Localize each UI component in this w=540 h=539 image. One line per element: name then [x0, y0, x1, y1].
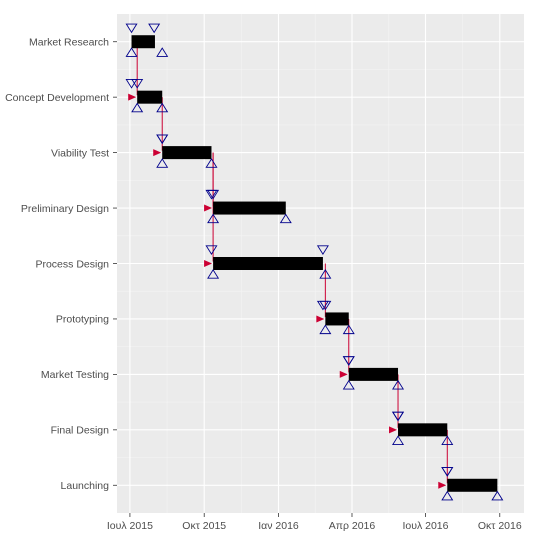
task-bars: [131, 35, 498, 492]
x-axis-labels: Ιουλ 2015 Οκτ 2015 Ιαν 2016 Απρ 2016 Ιουλ 20…: [107, 513, 522, 532]
y-axis-labels: Market Research Concept Development Viabil…: [5, 37, 117, 492]
task-bar-market-research: [131, 35, 155, 49]
x-tick-label: Οκτ 2015: [182, 520, 226, 532]
late-start-marker-viability-test: [156, 158, 169, 168]
dependency-arrow-market-testing: [339, 370, 348, 378]
late-start-marker-preliminary-design: [207, 213, 220, 224]
late-finish-marker-market-testing: [392, 379, 405, 390]
late-finish-marker-process-design: [319, 269, 332, 279]
task-bar-process-design: [213, 257, 323, 270]
late-start-marker-launching: [441, 490, 454, 501]
late-finish-marker-concept-development: [156, 102, 169, 113]
x-tick-label: Ιαν 2016: [258, 520, 299, 532]
task-bar-final-design: [398, 423, 448, 437]
task-bar-market-testing: [348, 367, 399, 381]
early-finish-marker-concept-development: [131, 79, 144, 89]
y-tick-label-process-design: Process Design: [35, 258, 109, 270]
y-tick-label-market-testing: Market Testing: [41, 369, 109, 381]
early-start-marker-market-research: [125, 23, 138, 34]
y-tick-label-prototyping: Prototyping: [56, 314, 109, 326]
y-tick-label-final-design: Final Design: [51, 425, 110, 437]
late-finish-marker-final-design: [441, 435, 454, 445]
task-bar-preliminary-design: [213, 201, 286, 215]
dependency-links: [128, 41, 448, 489]
y-tick-label-concept-development: Concept Development: [5, 92, 109, 104]
dependency-arrow-viability-test: [153, 149, 162, 157]
early-finish-marker-process-design: [316, 245, 329, 255]
late-finish-marker-prototyping: [342, 324, 355, 335]
task-bar-prototyping: [325, 312, 349, 326]
late-finish-marker-preliminary-design: [279, 213, 292, 224]
x-tick-label: Απρ 2016: [329, 520, 376, 532]
dependency-arrow-launching: [438, 481, 447, 489]
task-bar-viability-test: [162, 146, 212, 160]
x-tick-label: Οκτ 2016: [478, 520, 522, 532]
y-tick-label-preliminary-design: Preliminary Design: [21, 203, 109, 215]
dependency-arrow-concept-development: [128, 93, 137, 101]
task-bar-launching: [447, 478, 498, 492]
early-finish-marker-market-research: [148, 23, 161, 34]
x-tick-label: Ιουλ 2015: [107, 520, 153, 532]
late-start-marker-process-design: [207, 269, 220, 279]
late-finish-marker-launching: [491, 490, 504, 501]
y-tick-label-market-research: Market Research: [29, 37, 109, 49]
late-start-marker-market-research: [125, 47, 138, 57]
dependency-arrow-preliminary-design: [204, 204, 213, 212]
early-finish-marker-preliminary-design: [207, 189, 220, 200]
dependency-arrow-final-design: [389, 426, 398, 434]
dependency-arrow-process-design: [204, 260, 213, 267]
schedule-markers: [125, 23, 504, 501]
late-start-marker-prototyping: [319, 324, 332, 335]
early-finish-marker-market-testing: [342, 356, 355, 366]
early-finish-marker-viability-test: [156, 134, 169, 145]
early-finish-marker-launching: [441, 467, 454, 477]
early-finish-marker-prototyping: [319, 300, 332, 311]
late-finish-marker-viability-test: [205, 158, 218, 168]
task-bar-concept-development: [137, 90, 163, 104]
late-start-marker-market-testing: [342, 379, 355, 390]
late-finish-marker-market-research: [156, 47, 169, 57]
x-tick-label: Ιουλ 2016: [402, 520, 448, 532]
late-start-marker-final-design: [392, 435, 405, 445]
dependency-arrow-prototyping: [316, 315, 325, 323]
y-tick-label-launching: Launching: [61, 480, 110, 492]
late-start-marker-concept-development: [131, 102, 144, 113]
early-finish-marker-final-design: [392, 411, 405, 422]
early-start-marker-process-design: [205, 245, 218, 255]
y-tick-label-viability-test: Viability Test: [51, 147, 109, 159]
